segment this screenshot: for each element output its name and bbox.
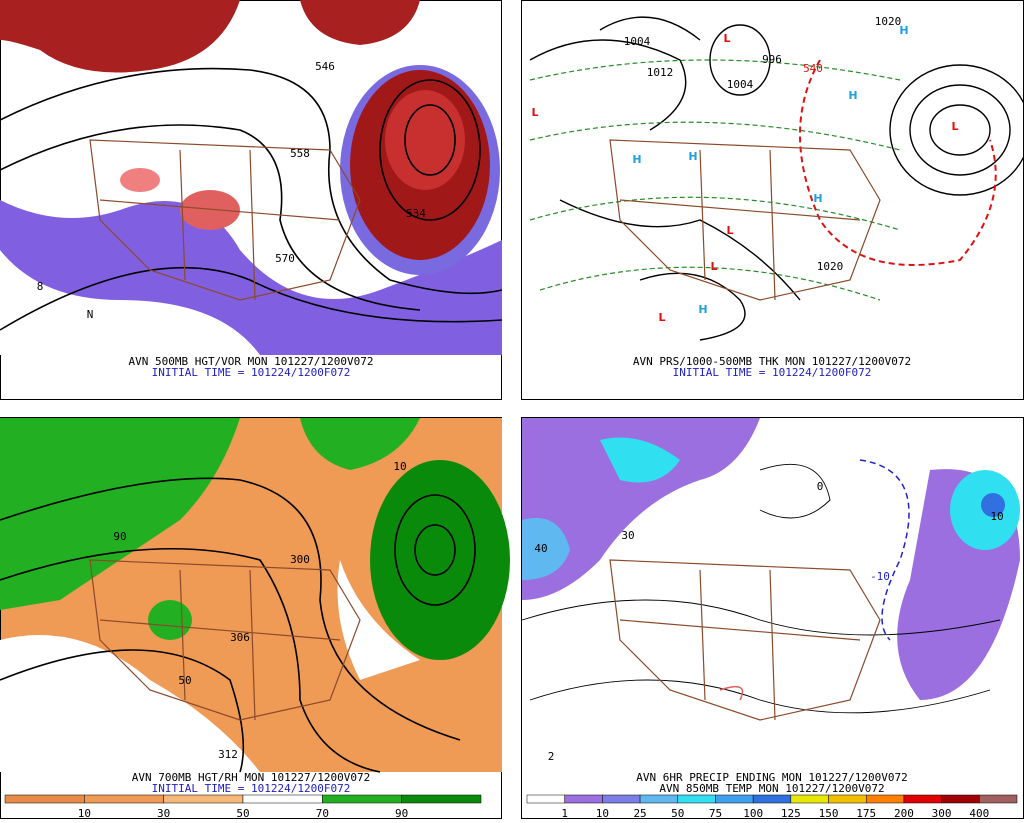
contour-label: -10: [870, 570, 890, 583]
colorbar-label: 70: [316, 807, 329, 819]
contour-label: 10: [990, 510, 1003, 523]
colorbar-label: 50: [671, 807, 684, 819]
colorbar-label: 75: [709, 807, 722, 819]
caption: AVN 500MB HGT/VOR MON 101227/1200V072: [128, 355, 373, 368]
map-pressure: [529, 16, 1024, 341]
colorbar-swatch: [677, 794, 716, 804]
pressure-center: L: [726, 224, 733, 237]
colorbar-swatch: [715, 794, 754, 804]
colorbar-swatch: [790, 794, 829, 804]
contour-label: 40: [534, 542, 547, 555]
colorbar-label: 125: [781, 807, 801, 819]
contour-label: 1004: [727, 78, 754, 91]
contour-label: 8: [37, 280, 44, 293]
colorbar-swatch: [752, 794, 792, 804]
pressure-center: L: [951, 120, 958, 133]
pressure-center: H: [899, 24, 908, 37]
colorbar-swatch: [4, 794, 85, 804]
colorbar-label: 10: [78, 807, 91, 819]
map-500mb: [0, 0, 503, 355]
colorbar-swatch: [526, 794, 565, 804]
contour-label: 10: [393, 460, 406, 473]
colorbar-swatch: [242, 794, 323, 804]
map-700mb: [0, 418, 510, 773]
colorbar-label: 50: [236, 807, 249, 819]
contour-label: 1004: [624, 35, 651, 48]
colorbar-swatch: [322, 794, 402, 804]
contour-label: 546: [315, 60, 335, 73]
colorbar-swatch: [865, 794, 905, 804]
contour-label: 1012: [647, 66, 674, 79]
caption: AVN 850MB TEMP MON 101227/1200V072: [659, 782, 884, 795]
colorbar-swatch: [639, 794, 679, 804]
pressure-center: H: [698, 303, 707, 316]
contour-label: 30: [621, 529, 634, 542]
contour-label: 2: [548, 750, 555, 763]
pressure-center: H: [813, 192, 822, 205]
colorbar-label: 100: [743, 807, 763, 819]
contour-label: 1020: [817, 260, 844, 273]
colorbar-label: 25: [633, 807, 646, 819]
colorbar-label: 400: [969, 807, 989, 819]
contour-label: 534: [406, 207, 426, 220]
contour-label: N: [87, 308, 94, 321]
pressure-center: H: [688, 150, 697, 163]
contour-label: 996: [762, 53, 782, 66]
caption: AVN 700MB HGT/RH MON 101227/1200V072: [132, 771, 370, 784]
contour-label: 570: [275, 252, 295, 265]
colorbar-swatch: [401, 794, 482, 804]
colorbar-label: 30: [157, 807, 170, 819]
colorbar-label: 300: [932, 807, 952, 819]
pressure-center: L: [710, 260, 717, 273]
colorbar-label: 175: [856, 807, 876, 819]
colorbar-swatch: [602, 794, 641, 804]
caption: INITIAL TIME = 101224/1200F072: [152, 366, 351, 379]
colorbar-label: 150: [819, 807, 839, 819]
caption: INITIAL TIME = 101224/1200F072: [152, 782, 351, 795]
pressure-center: H: [632, 153, 641, 166]
colorbar-label: 90: [395, 807, 408, 819]
colorbar-swatch: [828, 794, 867, 804]
colorbar-swatch: [564, 794, 603, 804]
contour-label: 540: [803, 62, 823, 75]
caption: AVN 6HR PRECIP ENDING MON 101227/1200V07…: [636, 771, 908, 784]
colorbar-swatch: [163, 794, 244, 804]
colorbar-swatch: [903, 794, 942, 804]
pressure-center: L: [658, 311, 665, 324]
colorbar-label: 200: [894, 807, 914, 819]
pressure-center: L: [723, 32, 730, 45]
contour-label: 90: [113, 530, 126, 543]
contour-label: 306: [230, 631, 250, 644]
colorbar-label: 10: [596, 807, 609, 819]
pressure-center: L: [531, 106, 538, 119]
contour-label: 312: [218, 748, 238, 761]
contour-label: 50: [178, 674, 191, 687]
caption: INITIAL TIME = 101224/1200F072: [673, 366, 872, 379]
contour-label: 0: [817, 480, 824, 493]
caption: AVN PRS/1000-500MB THK MON 101227/1200V0…: [633, 355, 911, 368]
map-precip: [521, 418, 1020, 721]
contour-label: 300: [290, 553, 310, 566]
pressure-center: H: [848, 89, 857, 102]
colorbar-swatch: [979, 794, 1018, 804]
contour-label: 558: [290, 147, 310, 160]
contour-label: 1020: [875, 15, 902, 28]
colorbar-label: 1: [561, 807, 568, 819]
colorbar-swatch: [84, 794, 164, 804]
colorbar-swatch: [941, 794, 980, 804]
